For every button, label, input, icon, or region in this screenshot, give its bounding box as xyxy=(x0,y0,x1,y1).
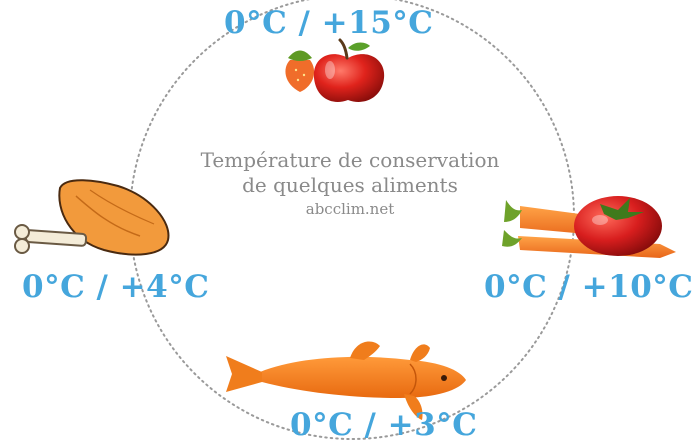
chicken-leg-icon xyxy=(14,179,170,256)
tomato-carrot-icon xyxy=(502,196,676,258)
fish-icon xyxy=(226,341,466,420)
apple-strawberry-icon xyxy=(285,38,385,102)
diagram-title-line2: de quelques aliments xyxy=(242,173,458,197)
website-label: abcclim.net xyxy=(305,200,395,218)
vegetables-temperature-label: 0°C / +10°C xyxy=(484,269,694,305)
fish-temperature-label: 0°C / +3°C xyxy=(290,407,478,443)
diagram-title-line1: Température de conservation xyxy=(200,148,500,172)
meat-temperature-label: 0°C / +4°C xyxy=(22,269,210,305)
fruits-temperature-label: 0°C / +15°C xyxy=(224,5,434,41)
